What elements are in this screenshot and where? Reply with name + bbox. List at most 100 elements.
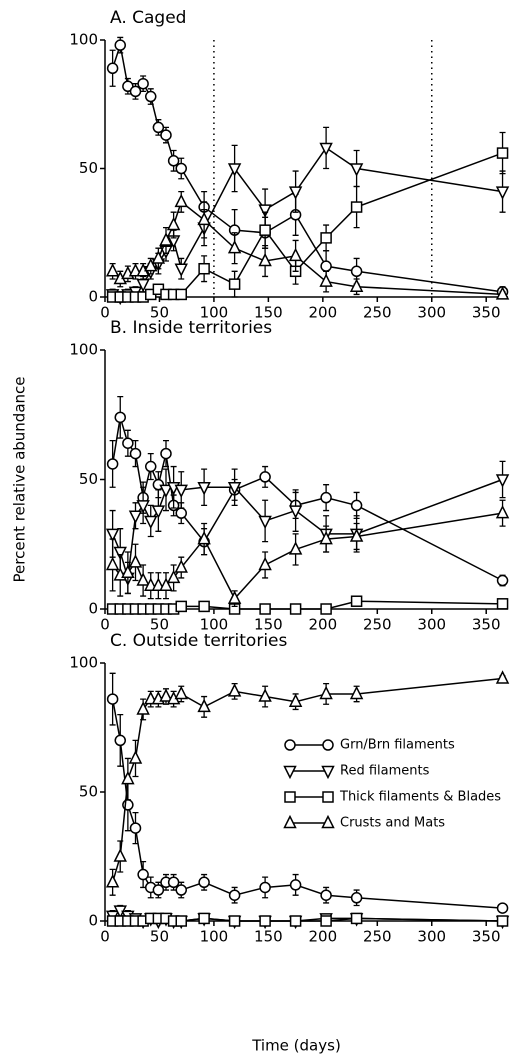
marker — [129, 85, 142, 98]
marker — [319, 273, 333, 287]
y-tick-label: 100 — [69, 654, 98, 672]
marker — [121, 564, 135, 578]
marker — [227, 683, 242, 697]
marker — [227, 239, 242, 254]
series-line — [111, 44, 503, 293]
legend-marker — [321, 765, 335, 780]
marker — [129, 822, 142, 834]
marker — [259, 471, 271, 483]
marker — [166, 569, 181, 584]
marker — [197, 482, 211, 496]
marker — [320, 491, 332, 504]
marker — [288, 505, 303, 519]
marker — [198, 600, 210, 613]
marker — [319, 142, 333, 157]
marker — [144, 257, 158, 272]
legend-label: Crusts and Mats — [340, 816, 445, 831]
y-tick-label: 50 — [79, 783, 98, 801]
marker — [227, 482, 242, 496]
marker — [228, 889, 241, 901]
marker — [167, 155, 180, 167]
marker — [159, 484, 173, 499]
marker — [349, 685, 364, 700]
legend-marker — [322, 791, 334, 803]
marker — [174, 685, 188, 700]
marker — [166, 216, 181, 231]
marker — [320, 603, 332, 615]
x-tick-label: 150 — [254, 928, 283, 946]
marker — [175, 915, 187, 927]
x-tick-label: 350 — [472, 928, 501, 946]
x-tick-label: 50 — [150, 928, 169, 946]
marker — [259, 881, 271, 894]
legend-marker — [322, 739, 334, 751]
marker — [114, 39, 126, 51]
legend-marker — [283, 814, 297, 829]
marker — [350, 892, 363, 904]
legend-label: Grn/Brn filaments — [340, 738, 455, 753]
marker — [258, 556, 272, 571]
marker — [198, 262, 210, 275]
marker — [495, 286, 510, 300]
marker — [350, 595, 363, 607]
marker — [121, 770, 135, 785]
x-tick-label: 100 — [200, 928, 229, 946]
marker — [227, 163, 242, 177]
marker — [159, 688, 173, 702]
x-tick-label: 50 — [150, 616, 169, 634]
x-tick-label: 150 — [254, 304, 283, 322]
marker — [105, 556, 120, 571]
marker — [350, 499, 363, 512]
marker — [496, 915, 509, 927]
x-tick-label: 250 — [363, 304, 392, 322]
legend-label: Red filaments — [340, 764, 430, 779]
marker — [320, 232, 332, 244]
marker — [160, 129, 172, 141]
series-line — [112, 512, 503, 600]
panel-title: B. Inside territories — [110, 318, 272, 338]
marker — [259, 915, 271, 927]
marker — [288, 693, 303, 707]
marker — [106, 458, 119, 470]
series-line — [111, 417, 503, 582]
marker — [174, 559, 188, 573]
marker — [105, 263, 120, 277]
marker — [319, 685, 333, 700]
marker — [496, 147, 509, 159]
marker — [288, 247, 303, 262]
x-tick-label: 100 — [200, 304, 229, 322]
marker — [175, 600, 187, 613]
marker — [159, 577, 173, 591]
marker — [198, 876, 210, 889]
marker — [144, 460, 157, 473]
marker — [136, 500, 150, 514]
marker — [197, 211, 211, 226]
marker — [495, 474, 510, 488]
marker — [496, 574, 509, 587]
x-tick-label: 200 — [309, 616, 338, 634]
marker — [174, 263, 188, 277]
marker — [289, 915, 302, 927]
y-axis-label: Percent relative abundance — [11, 377, 29, 583]
x-tick-label: 250 — [363, 616, 392, 634]
x-axis-label: Time (days) — [251, 1037, 341, 1055]
y-tick-label: 50 — [79, 470, 98, 488]
x-tick-label: 300 — [417, 928, 446, 946]
marker — [289, 879, 302, 891]
marker — [144, 515, 158, 530]
marker — [288, 186, 303, 200]
marker — [349, 278, 364, 292]
x-tick-label: 50 — [150, 304, 169, 322]
marker — [198, 912, 210, 925]
marker — [106, 62, 119, 75]
legend-label: Thick filaments & Blades — [339, 790, 501, 805]
marker — [175, 288, 187, 301]
legend-marker — [321, 814, 335, 829]
marker — [350, 265, 363, 278]
marker — [174, 193, 188, 208]
y-tick-label: 0 — [88, 288, 98, 306]
marker — [349, 163, 364, 177]
marker — [152, 884, 165, 896]
marker — [129, 447, 142, 460]
marker — [106, 693, 119, 705]
